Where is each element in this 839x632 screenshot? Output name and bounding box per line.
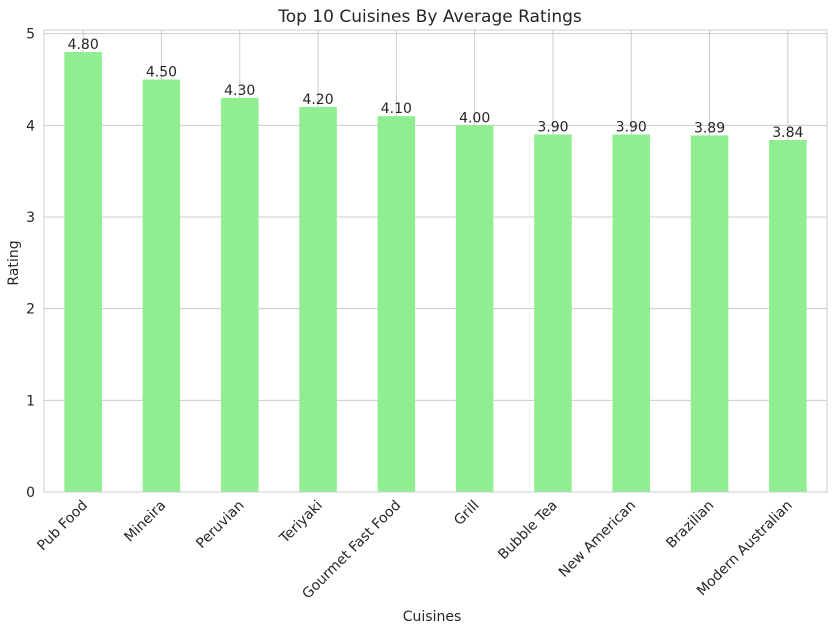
y-axis-ticks: 0 1 2 3 4 5 [26, 27, 35, 501]
x-tick-label: Brazilian [663, 498, 717, 552]
bar-value-label: 4.30 [224, 83, 255, 99]
bar [220, 97, 259, 492]
bar-value-label: 4.00 [459, 110, 490, 126]
bar-value-label: 4.80 [68, 37, 99, 53]
x-tick-label: Bubble Tea [495, 498, 560, 563]
x-tick-label: Grill [451, 498, 482, 529]
bar-value-label: 4.10 [381, 101, 412, 117]
bar-value-label: 3.84 [772, 125, 803, 141]
x-tick-label: Teriyaki [276, 498, 326, 548]
bars [64, 52, 807, 493]
bar [377, 116, 416, 493]
y-tick-label: 1 [26, 393, 35, 409]
bar-value-label: 4.20 [302, 92, 333, 108]
bar-value-label: 3.89 [694, 120, 725, 136]
bar [690, 135, 729, 492]
y-axis-label: Rating [6, 240, 22, 285]
x-tick-label: Mineira [121, 498, 169, 546]
bar [612, 134, 651, 492]
x-tick-label: New American [556, 498, 639, 581]
x-tick-label: Peruvian [193, 498, 247, 552]
bar [534, 134, 572, 492]
x-tick-label: Pub Food [34, 498, 91, 555]
bar [769, 140, 807, 492]
data-labels: 4.80 4.50 4.30 4.20 4.10 4.00 3.90 3.90 3.89 3.84 [68, 37, 804, 141]
y-tick-label: 4 [26, 118, 35, 134]
bar-value-label: 3.90 [616, 120, 647, 136]
bar [299, 107, 337, 492]
y-tick-label: 2 [26, 302, 35, 318]
bar [64, 52, 102, 492]
plot-frame [43, 29, 828, 493]
bar [142, 79, 181, 492]
chart-title: Top 10 Cuisines By Average Ratings [277, 7, 582, 27]
y-tick-label: 5 [26, 27, 35, 43]
bar-value-label: 4.50 [146, 65, 177, 81]
x-axis-label: Cuisines [403, 609, 462, 625]
bar [455, 125, 494, 492]
plot-area: 4.80 4.50 4.30 4.20 4.10 4.00 3.90 3.90 3.89 3.84 [43, 29, 828, 493]
bar-value-label: 3.90 [537, 120, 568, 136]
y-tick-label: 0 [26, 485, 35, 501]
y-tick-label: 3 [26, 210, 35, 226]
